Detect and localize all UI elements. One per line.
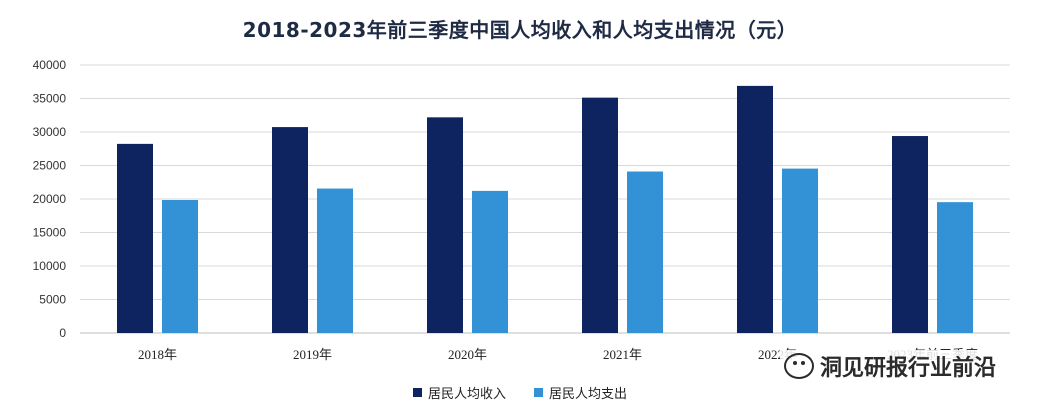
bar-income — [582, 97, 618, 334]
watermark-text: 洞见研报行业前沿 — [819, 356, 996, 381]
x-tick-label: 2021年 — [603, 347, 642, 362]
x-tick-label: 2018年 — [138, 347, 177, 362]
y-tick-label: 30000 — [33, 125, 67, 139]
bar-income — [427, 117, 463, 333]
legend-label-expense: 居民人均支出 — [549, 387, 628, 402]
watermark: 洞见研报行业前沿 — [779, 350, 1000, 382]
y-tick-label: 40000 — [33, 58, 67, 72]
y-tick-label: 10000 — [33, 259, 67, 273]
wechat-icon — [783, 353, 814, 379]
bar-expense — [627, 171, 663, 333]
legend-swatch-expense — [534, 388, 543, 397]
x-tick-label: 2020年 — [448, 347, 487, 362]
legend-item-income: 居民人均收入 — [412, 383, 506, 402]
bar-expense — [317, 188, 353, 333]
chart-title: 2018-2023年前三季度中国人均收入和人均支出情况（元） — [242, 18, 798, 42]
y-tick-label: 15000 — [33, 226, 67, 240]
bar-income — [737, 85, 773, 333]
y-tick-label: 25000 — [33, 159, 67, 173]
bar-income — [117, 143, 153, 333]
bar-expense — [162, 199, 198, 333]
y-tick-label: 0 — [59, 326, 66, 340]
bar-income — [272, 127, 308, 333]
bar-expense — [937, 202, 973, 333]
y-tick-label: 35000 — [33, 92, 67, 106]
bar-expense — [472, 190, 508, 333]
bar-expense — [782, 168, 818, 333]
x-tick-label: 2019年 — [293, 347, 332, 362]
legend-label-income: 居民人均收入 — [427, 387, 506, 402]
bar-income — [892, 136, 928, 333]
legend-item-expense: 居民人均支出 — [534, 383, 627, 402]
y-tick-label: 20000 — [33, 192, 67, 206]
chart-legend: 居民人均收入 居民人均支出 — [0, 383, 1040, 402]
y-tick-label: 5000 — [39, 293, 66, 307]
legend-swatch-income — [412, 388, 422, 397]
